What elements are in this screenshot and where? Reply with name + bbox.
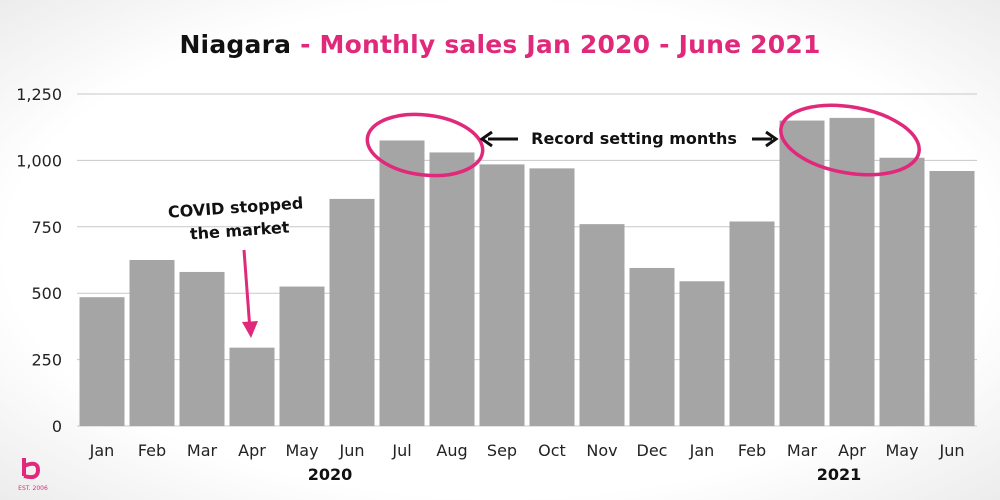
x-tick-label: May [285, 441, 318, 460]
x-tick-label: Jan [689, 441, 715, 460]
bar [279, 286, 325, 426]
bar [529, 168, 575, 427]
chart-title: Niagara - Monthly sales Jan 2020 - June … [0, 30, 1000, 59]
y-tick-label: 250 [31, 351, 62, 370]
x-tick-label: Mar [187, 441, 218, 460]
x-tick-label: Feb [138, 441, 166, 460]
year-label: 2020 [308, 465, 353, 484]
title-main: Niagara [179, 30, 292, 59]
record-annotation: Record setting months [365, 103, 921, 178]
record-arrow-right-head [765, 130, 779, 148]
bar [779, 120, 825, 426]
bar [229, 347, 275, 426]
x-tick-label: Feb [738, 441, 766, 460]
y-tick-label: 500 [31, 284, 62, 303]
record-circle-2020 [365, 112, 485, 178]
bar [179, 271, 225, 426]
bar [129, 260, 175, 426]
y-tick-label: 1,250 [16, 85, 62, 104]
logo-text: EST. 2006 [18, 485, 48, 492]
bar [879, 157, 925, 426]
x-tick-label: Sep [487, 441, 517, 460]
x-tick-label: Oct [538, 441, 566, 460]
x-tick-label: Apr [838, 441, 866, 460]
bar [379, 140, 425, 427]
bar [329, 198, 375, 426]
record-circle-2021 [779, 103, 921, 177]
bar [429, 152, 475, 426]
bar [829, 117, 875, 427]
x-tick-label: Jan [89, 441, 115, 460]
x-tick-label: Nov [586, 441, 617, 460]
x-tick-label: Jul [391, 441, 411, 460]
y-tick-label: 0 [52, 417, 62, 436]
bar [729, 221, 775, 426]
year-labels: 2020 2021 [308, 465, 862, 484]
x-tick-label: Jun [339, 441, 365, 460]
bar [479, 164, 525, 426]
covid-note-line2: the market [189, 218, 290, 244]
x-tick-label: Mar [787, 441, 818, 460]
title-subtitle: - Monthly sales Jan 2020 - June 2021 [300, 30, 821, 59]
gridlines [77, 93, 977, 427]
covid-arrow-head [242, 321, 258, 338]
y-tick-label: 750 [31, 218, 62, 237]
brand-logo: EST. 2006 [18, 458, 48, 492]
bar [629, 267, 675, 426]
x-tick-label: Aug [436, 441, 467, 460]
bar [679, 281, 725, 426]
record-note: Record setting months [531, 129, 737, 148]
bar [579, 224, 625, 426]
bar [79, 297, 125, 426]
x-axis-ticks: Jan Feb Mar Apr May Jun Jul Aug Sep Oct Nov Dec Jan F… [89, 441, 965, 460]
x-tick-label: May [885, 441, 918, 460]
bars [79, 117, 975, 427]
y-tick-label: 1,000 [16, 151, 62, 170]
covid-arrow [242, 249, 252, 331]
year-label: 2021 [817, 465, 862, 484]
x-tick-label: Apr [238, 441, 266, 460]
x-tick-label: Jun [939, 441, 965, 460]
bar [929, 171, 975, 426]
record-arrow-left-head [479, 130, 493, 148]
y-axis-ticks: 0 250 500 750 1,000 1,250 [16, 85, 62, 436]
x-tick-label: Dec [637, 441, 668, 460]
logo-mark-icon [22, 458, 41, 480]
